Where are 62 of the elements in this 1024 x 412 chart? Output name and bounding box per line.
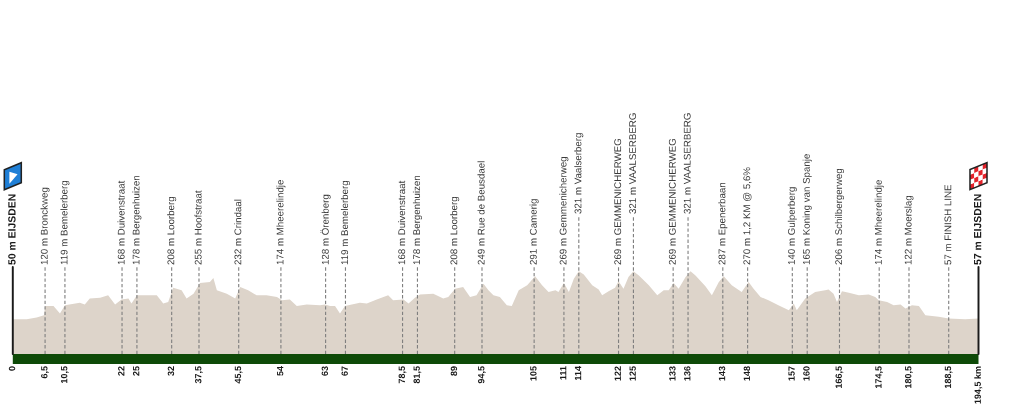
ref-line-label: 208 m Loorberg <box>167 196 177 265</box>
ref-line-label: 269 m Gemmenicherweg <box>559 157 569 265</box>
ref-line-label: 122 m Moerslag <box>904 195 914 265</box>
ref-line-label: 168 m Duivenstraat <box>117 180 125 265</box>
x-tick-label: 125 <box>629 366 636 381</box>
ref-line-label: 255 m Hoofstraat <box>194 190 202 265</box>
ref-line-label: 269 m GEMMENICHERWEG <box>668 138 676 265</box>
x-tick-label: 136 <box>684 366 691 381</box>
x-tick-label: 89 <box>450 366 458 376</box>
ref-line-label: 208 m Loorberg <box>450 196 460 265</box>
ref-line-label: 206 m Schilbergerweg <box>834 168 845 265</box>
ref-line-label: 178 m Bergenhuizen <box>132 175 142 265</box>
ref-line-label: 178 m Bergenhuizen <box>412 175 422 265</box>
x-tick-label: 174,5 <box>875 366 883 389</box>
x-tick-label: 22 <box>118 366 125 376</box>
x-tick-label: 143 <box>718 366 726 381</box>
ref-line-label: 291 m Camerig <box>529 199 539 265</box>
x-tick-label: 94,5 <box>478 366 486 384</box>
x-tick-label: 160 <box>803 366 810 381</box>
ref-line-label: 321 m Vaalserberg <box>574 133 584 214</box>
x-tick-label: 32 <box>167 366 175 376</box>
ref-line-label: 249 m Rue de Beusdael <box>477 161 485 265</box>
ref-line-label: 119 m Bemelerberg <box>340 180 350 265</box>
x-tick-label: 188,5 <box>944 366 953 389</box>
x-tick-label: 122 <box>614 366 621 381</box>
x-tick-label: 54 <box>277 366 284 376</box>
x-tick-label: 148 <box>743 366 751 381</box>
ref-line-label: 232 m Crindaal <box>234 199 242 265</box>
ref-line-label: 120 m Bronckweg <box>40 187 50 265</box>
x-tick-label: 133 <box>669 366 676 381</box>
x-tick-label: 0 <box>8 366 16 371</box>
x-tick-label: 166,5 <box>835 366 844 389</box>
x-tick-label: 37,5 <box>195 366 203 384</box>
ref-line-label: 321 m VAALSERBERG <box>629 113 637 214</box>
ref-line-label: 269 m GEMMENICHERWEG <box>614 138 622 265</box>
x-tick-label: 78,5 <box>398 366 407 384</box>
ref-line-label: 57 m FINISH LINE <box>944 184 952 265</box>
ref-line-label: 57 m EIJSDEN <box>973 194 982 265</box>
x-tick-label: 180,5 <box>905 366 913 389</box>
ref-line-label: 165 m Koning van Spanje <box>802 154 812 265</box>
ref-line-label: 174 m Mheerelindje <box>874 180 884 265</box>
x-tick-label: 6,5 <box>41 366 49 379</box>
x-tick-label: 105 <box>530 366 537 381</box>
x-tick-label: 25 <box>132 366 140 376</box>
x-tick-label: 111 <box>560 366 567 380</box>
ref-line-label: 168 m Duivenstraat <box>398 180 406 265</box>
ref-line-label: 270 m 1,2 KM @ 5,6% <box>743 167 752 265</box>
ref-line-label: 128 m Örenberg <box>320 194 331 265</box>
ref-line-label: 287 m Epenerbaan <box>718 182 728 265</box>
x-tick-label: 67 <box>341 366 348 376</box>
ref-line-label: 321 m VAALSERBERG <box>683 113 691 214</box>
ref-line-label: 50 m EIJSDEN <box>8 194 16 265</box>
x-tick-label: 114 <box>574 366 582 380</box>
ref-line-label: 174 m Mheerelindje <box>276 180 286 265</box>
x-tick-label: 45,5 <box>234 366 243 384</box>
ref-line-label: 119 m Bemelerberg <box>60 180 70 265</box>
x-tick-label: 10,5 <box>60 366 69 383</box>
ref-line-label: 140 m Gulperberg <box>787 187 797 265</box>
x-tick-label: 63 <box>321 366 329 376</box>
x-tick-label: 81,5 <box>413 366 422 384</box>
x-tick-label: 157 <box>788 366 795 381</box>
x-tick-label: 194,5 km <box>974 366 983 404</box>
